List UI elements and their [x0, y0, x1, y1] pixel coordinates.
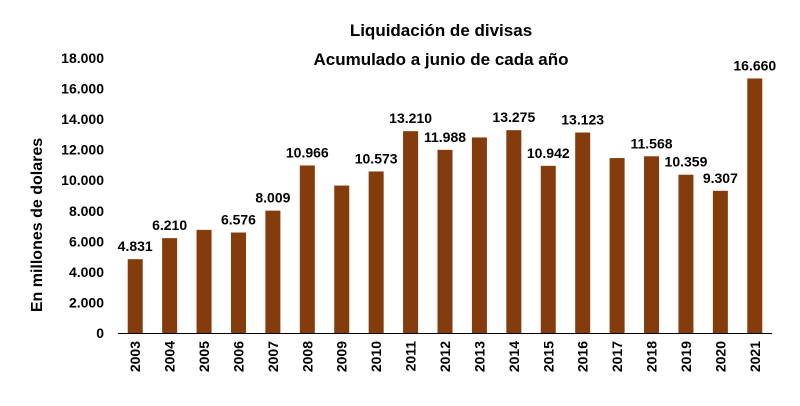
data-label-2018: 11.568: [630, 135, 672, 151]
y-tick-label: 10.000: [61, 172, 104, 188]
y-tick-label: 12.000: [61, 142, 104, 158]
data-label-2008: 10.966: [286, 144, 329, 160]
data-label-2010: 10.573: [355, 150, 398, 166]
bar-2014: [506, 130, 522, 333]
y-tick-label: 2.000: [69, 294, 104, 310]
x-tick-label: 2020: [712, 341, 728, 372]
data-label-2012: 11.988: [424, 129, 466, 145]
x-axis-ticks: 2003 2004 2005 2006 2007 2008 2009 2010 2011 2012…: [127, 341, 763, 372]
y-axis-ticks: 0 2.000 4.000 6.000 8.000 10.000 12.000 14.000 1…: [61, 50, 104, 341]
y-tick-label: 6.000: [69, 233, 104, 249]
data-label-2011: 13.210: [389, 110, 432, 126]
y-tick-label: 0: [96, 325, 104, 341]
x-tick-label: 2011: [403, 341, 419, 372]
bar-2003: [127, 259, 143, 333]
bar-2009: [334, 185, 350, 333]
y-axis-label: En millones de dolares: [29, 138, 46, 312]
bar-2016: [575, 132, 591, 333]
bars: [127, 78, 763, 333]
bar-2007: [265, 210, 281, 333]
data-labels: 4.831 6.210 6.576 8.009 10.966 10.573 13.210 11…: [118, 57, 777, 254]
bar-2019: [678, 174, 694, 333]
data-label-2015: 10.942: [527, 145, 570, 161]
x-tick-label: 2006: [230, 341, 246, 372]
chart-title: Liquidación de divisas: [350, 21, 532, 40]
y-tick-label: 16.000: [61, 81, 104, 97]
data-label-2016: 13.123: [561, 112, 604, 128]
y-tick-label: 14.000: [61, 111, 104, 127]
x-tick-label: 2005: [196, 341, 212, 372]
bar-2020: [712, 190, 728, 333]
x-tick-label: 2013: [471, 341, 487, 372]
data-label-2021: 16.660: [733, 57, 776, 73]
data-label-2004: 6.210: [152, 217, 187, 233]
y-tick-label: 8.000: [69, 203, 104, 219]
x-tick-label: 2014: [506, 341, 522, 372]
data-label-2020: 9.307: [703, 170, 738, 186]
bar-2021: [747, 78, 763, 333]
bar-2010: [368, 171, 384, 333]
bar-2017: [609, 158, 625, 333]
x-tick-label: 2003: [127, 341, 143, 372]
bar-2008: [299, 165, 315, 333]
bar-2005: [196, 229, 212, 333]
x-tick-label: 2007: [265, 341, 281, 372]
data-label-2014: 13.275: [492, 109, 535, 125]
y-tick-label: 4.000: [69, 264, 104, 280]
x-tick-label: 2021: [747, 341, 763, 372]
data-label-2006: 6.576: [221, 212, 256, 228]
bar-2012: [437, 149, 453, 333]
x-tick-label: 2008: [299, 341, 315, 372]
bar-2018: [644, 156, 660, 333]
x-tick-label: 2019: [678, 341, 694, 372]
bar-2013: [471, 137, 487, 333]
x-tick-label: 2010: [368, 341, 384, 372]
x-tick-label: 2018: [644, 341, 660, 372]
chart-subtitle: Acumulado a junio de cada año: [313, 50, 568, 69]
data-label-2019: 10.359: [665, 154, 708, 170]
x-tick-label: 2004: [162, 341, 178, 372]
data-label-2003: 4.831: [118, 238, 153, 254]
x-tick-label: 2009: [334, 341, 350, 372]
bar-2011: [403, 131, 419, 333]
bar-2015: [540, 165, 556, 333]
data-label-2007: 8.009: [255, 190, 290, 206]
x-tick-label: 2016: [575, 341, 591, 372]
x-tick-label: 2015: [540, 341, 556, 372]
bar-2004: [162, 238, 178, 333]
x-tick-label: 2012: [437, 341, 453, 372]
bar-2006: [230, 232, 246, 333]
y-tick-label: 18.000: [61, 50, 104, 66]
x-tick-label: 2017: [609, 341, 625, 372]
